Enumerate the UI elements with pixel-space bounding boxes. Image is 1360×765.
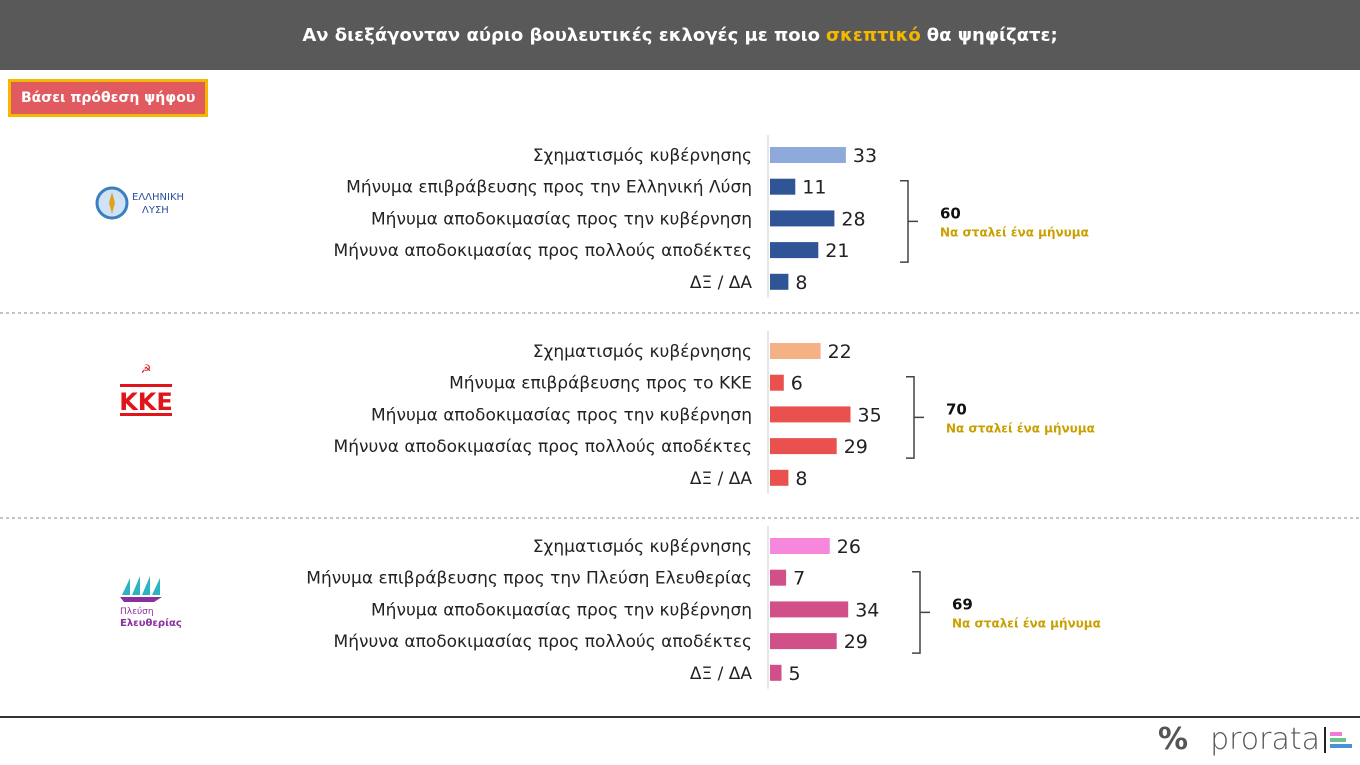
value-label: 26 [837, 536, 861, 558]
category-label: Μήνυμα αποδοκιμασίας προς την κυβέρνηση [371, 209, 752, 229]
bar [770, 210, 835, 227]
value-label: 34 [855, 599, 879, 621]
bar [770, 242, 819, 259]
value-label: 35 [858, 404, 882, 426]
prorata-logo: % prorata [1158, 722, 1352, 757]
category-label: Μήνυμα αποδοκιμασίας προς την κυβέρνηση [371, 405, 752, 425]
value-label: 22 [828, 341, 852, 363]
bar [770, 406, 851, 423]
svg-text:Ελευθερίας: Ελευθερίας [120, 617, 182, 629]
category-label: ΔΞ / ΔΑ [690, 273, 753, 293]
category-label: Μήνυμα αποδοκιμασίας προς την κυβέρνηση [371, 600, 752, 620]
elliniki-lysi-logo: ΕΛΛΗΝΙΚΗ ΛΥΣΗ [95, 186, 184, 220]
bar [770, 178, 796, 195]
category-label: Μήνυνα αποδοκιμασίας προς πολλούς αποδέκ… [334, 437, 752, 457]
bracket-total: 70 [946, 400, 967, 418]
category-label: Σχηματισμός κυβέρνησης [533, 146, 752, 166]
bar [770, 601, 849, 618]
category-label: Μήνυμα επιβράβευσης προς την Πλεύση Ελευ… [306, 569, 752, 589]
category-label: ΔΞ / ΔΑ [690, 664, 753, 684]
bar [770, 469, 789, 486]
value-label: 33 [853, 145, 877, 167]
bracket-note: Να σταλεί ένα μήνυμα [940, 225, 1089, 239]
value-label: 5 [789, 663, 801, 685]
value-label: 11 [802, 177, 826, 199]
bar [770, 538, 830, 554]
value-label: 8 [795, 468, 807, 490]
bracket-note: Να σταλεί ένα μήνυμα [946, 421, 1095, 435]
svg-text:ΛΥΣΗ: ΛΥΣΗ [142, 205, 169, 216]
title-pre: Αν διεξάγονταν αύριο βουλευτικές εκλογές… [302, 24, 821, 46]
category-label: ΔΞ / ΔΑ [690, 469, 753, 489]
bracket [906, 375, 924, 459]
bracket-note: Να σταλεί ένα μήνυμα [952, 616, 1101, 630]
bracket-total: 69 [952, 595, 973, 613]
value-label: 6 [791, 373, 803, 395]
category-label: Σχηματισμός κυβέρνησης [533, 537, 752, 557]
category-label: Μήνυμα επιβράβευσης προς το ΚΚΕ [449, 374, 752, 394]
value-label: 29 [844, 436, 868, 458]
category-label: Μήνυμα επιβράβευσης προς την Ελληνική Λύ… [346, 178, 752, 198]
bracket [912, 570, 930, 654]
bar [770, 273, 789, 290]
bracket-total: 60 [940, 204, 961, 222]
value-label: 7 [793, 568, 805, 590]
bar [770, 147, 846, 163]
value-label: 8 [795, 272, 807, 294]
bracket [900, 179, 918, 263]
svg-text:ΚΚΕ: ΚΚΕ [119, 388, 173, 416]
kke-logo: ☭ ΚΚΕ [119, 362, 173, 416]
category-label: Μήνυνα αποδοκιμασίας προς πολλούς αποδέκ… [334, 632, 752, 652]
filter-badge: Βάσει πρόθεση ψήφου [8, 79, 209, 117]
bar [770, 664, 782, 681]
bar [770, 569, 787, 586]
bar [770, 374, 784, 391]
svg-text:☭: ☭ [141, 362, 152, 376]
bar [770, 633, 837, 650]
category-label: Σχηματισμός κυβέρνησης [533, 342, 752, 362]
bar [770, 438, 837, 455]
category-label: Μήνυνα αποδοκιμασίας προς πολλούς αποδέκ… [334, 241, 752, 261]
bar [770, 343, 821, 359]
title-accent: σκεπτικό [826, 24, 921, 46]
svg-text:Πλεύση: Πλεύση [120, 606, 154, 617]
plefsi-eleftherias-logo: Πλεύση Ελευθερίας [120, 576, 182, 629]
title-bar: Αν διεξάγονταν αύριο βουλευτικές εκλογές… [0, 0, 1360, 70]
svg-text:ΕΛΛΗΝΙΚΗ: ΕΛΛΗΝΙΚΗ [132, 192, 184, 203]
value-label: 21 [825, 240, 849, 262]
bars-icon [1330, 731, 1352, 748]
value-label: 28 [841, 208, 865, 230]
title-post: θα ψηφίζατε; [926, 24, 1058, 46]
value-label: 29 [844, 631, 868, 653]
